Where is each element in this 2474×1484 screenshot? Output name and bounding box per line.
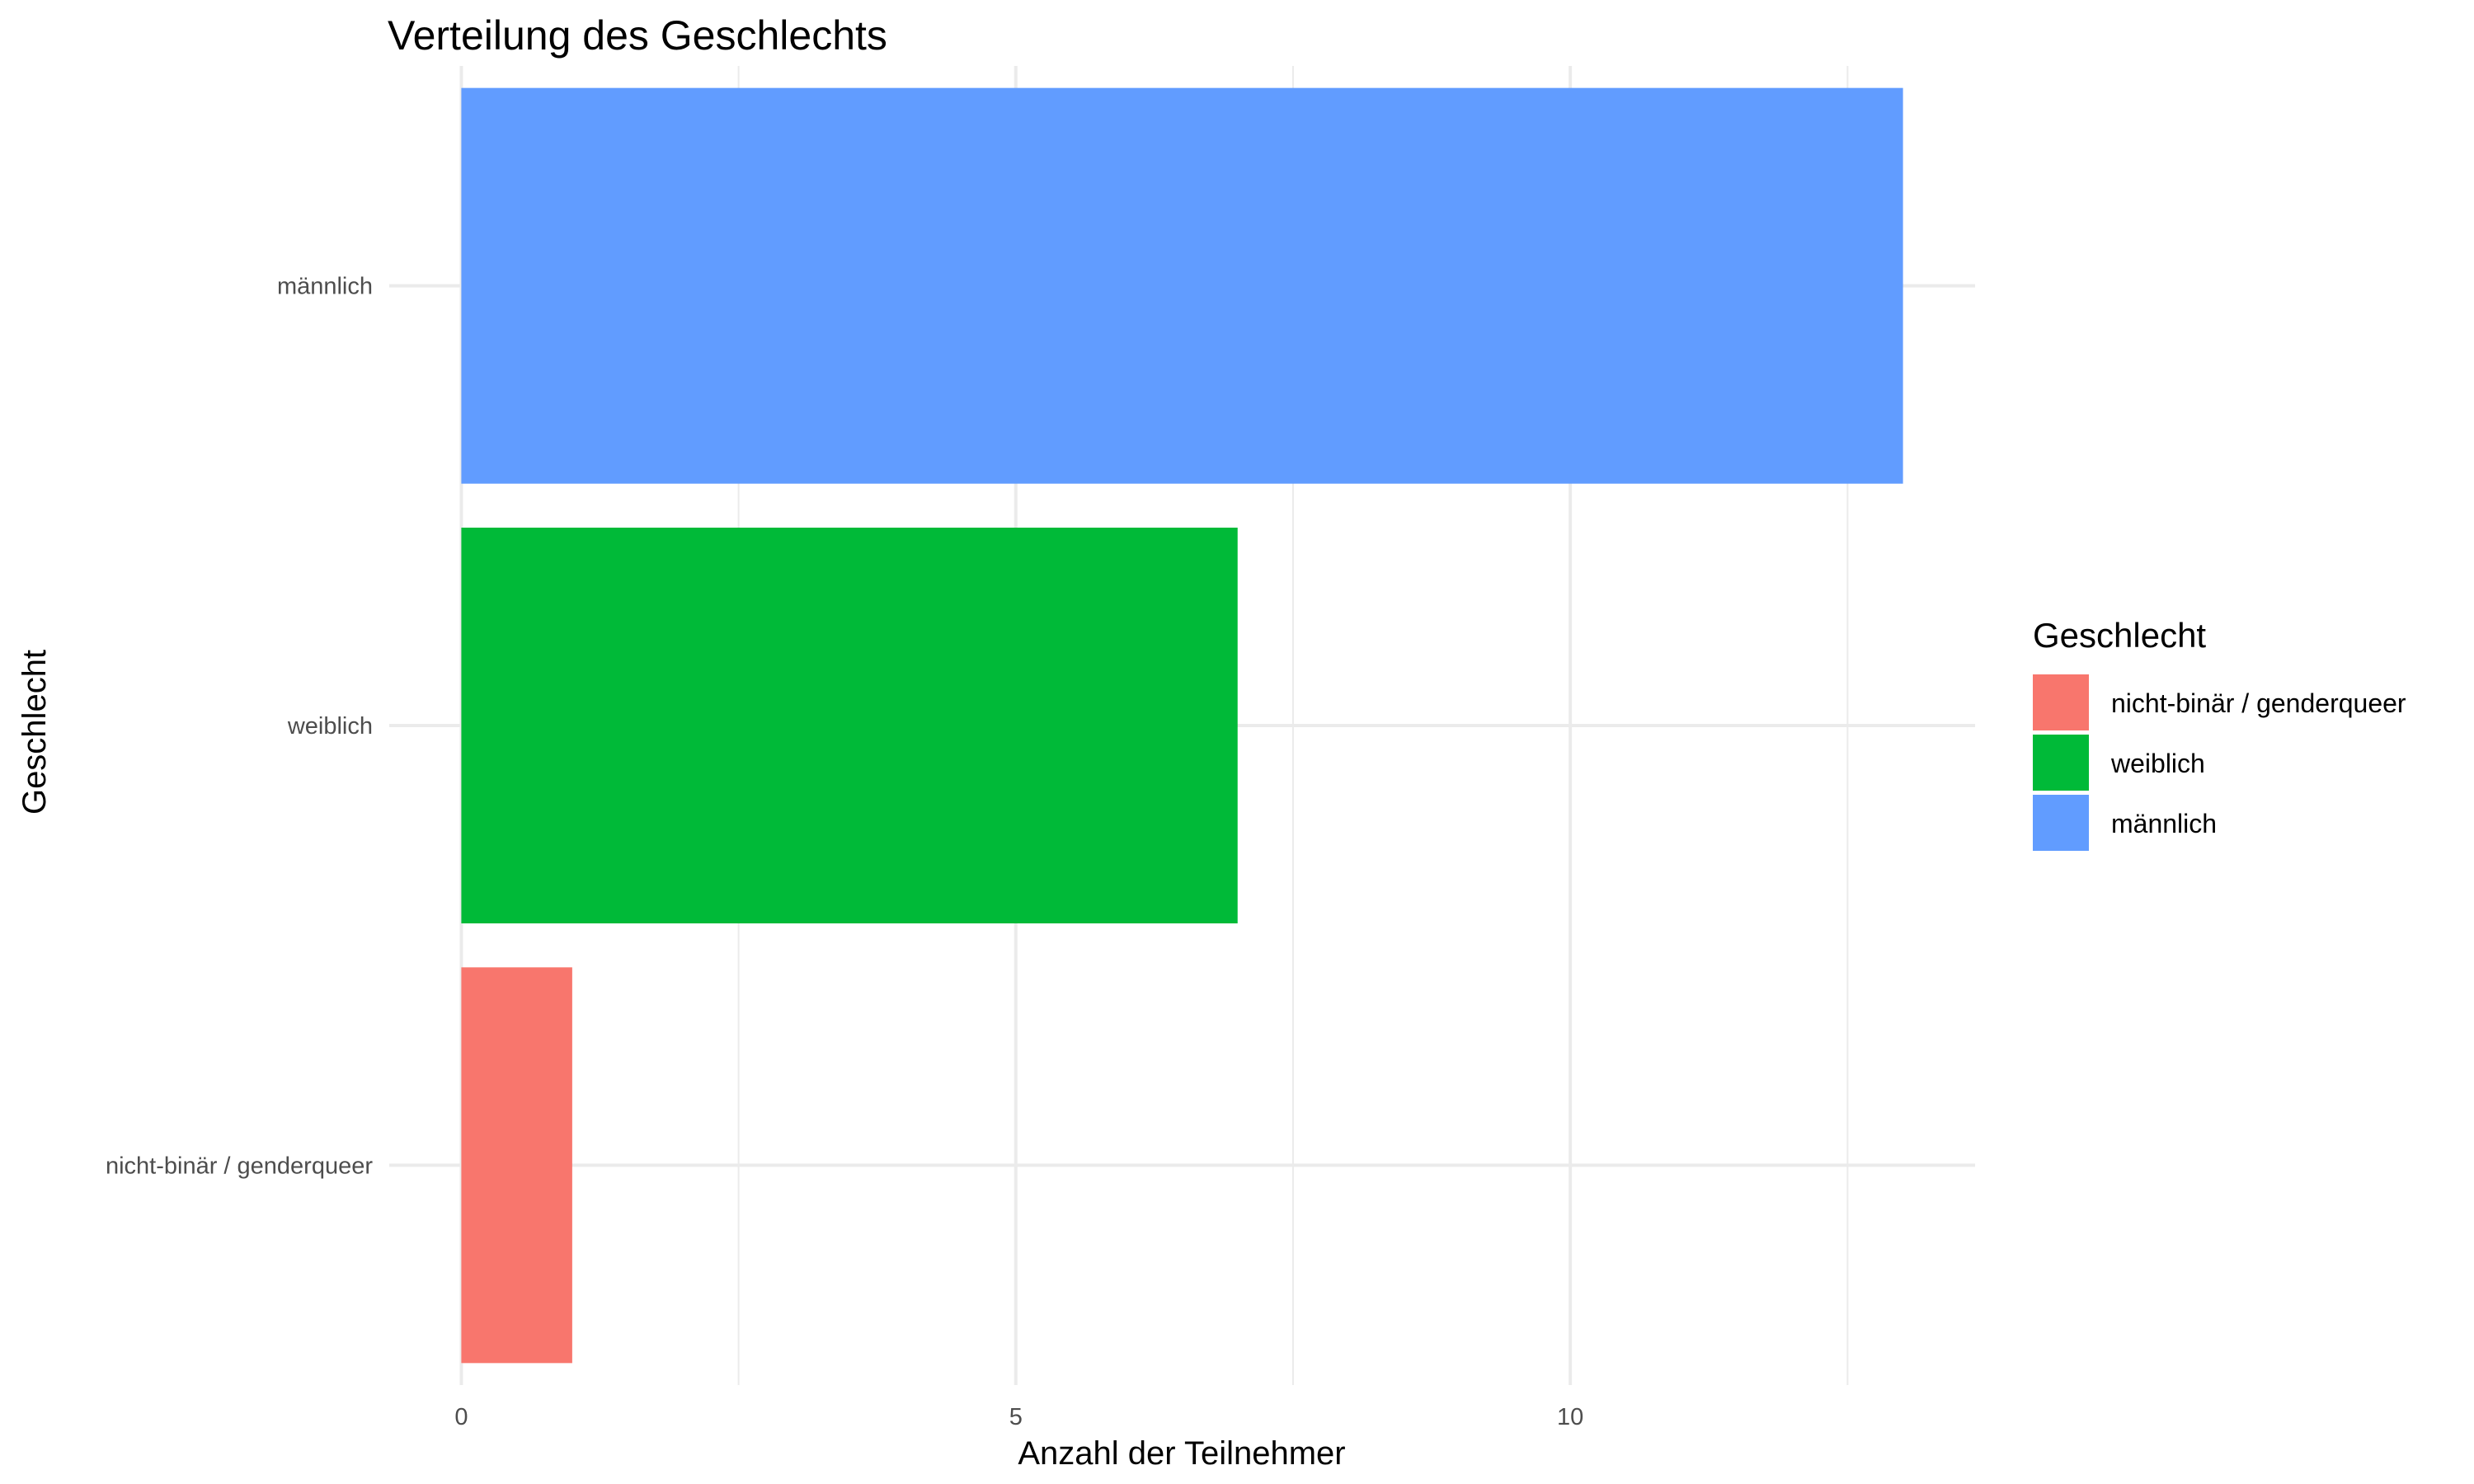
legend-swatch (2033, 735, 2089, 791)
x-tick-label: 5 (1009, 1404, 1023, 1430)
x-tick-label: 0 (454, 1404, 468, 1430)
bar (461, 528, 1238, 923)
legend-items: nicht-binär / genderqueer weiblich männlic… (2033, 674, 2406, 851)
legend-label: männlich (2111, 809, 2217, 838)
bar (461, 967, 572, 1364)
x-axis-title: Anzahl der Teilnehmer (1018, 1435, 1345, 1472)
y-axis-title: Geschlecht (16, 650, 53, 815)
legend-swatch (2033, 795, 2089, 851)
legend-label: weiblich (2110, 749, 2205, 778)
bar (461, 87, 1903, 484)
y-tick-label: männlich (277, 274, 373, 300)
legend-swatch (2033, 674, 2089, 730)
chart-title: Verteilung des Geschlechts (388, 12, 887, 59)
legend: Geschlecht nicht-binär / genderqueer weib… (2033, 616, 2406, 851)
legend-title: Geschlecht (2033, 616, 2206, 655)
y-tick-label: nicht-binär / genderqueer (106, 1153, 373, 1179)
x-tick-label: 10 (1557, 1404, 1583, 1430)
x-axis-ticks: 0 5 10 (454, 1404, 1583, 1430)
bars (461, 87, 1903, 1364)
y-axis-ticks: nicht-binär / genderqueer weiblich männlic… (106, 274, 373, 1180)
y-tick-label: weiblich (287, 713, 373, 740)
legend-label: nicht-binär / genderqueer (2111, 688, 2406, 718)
